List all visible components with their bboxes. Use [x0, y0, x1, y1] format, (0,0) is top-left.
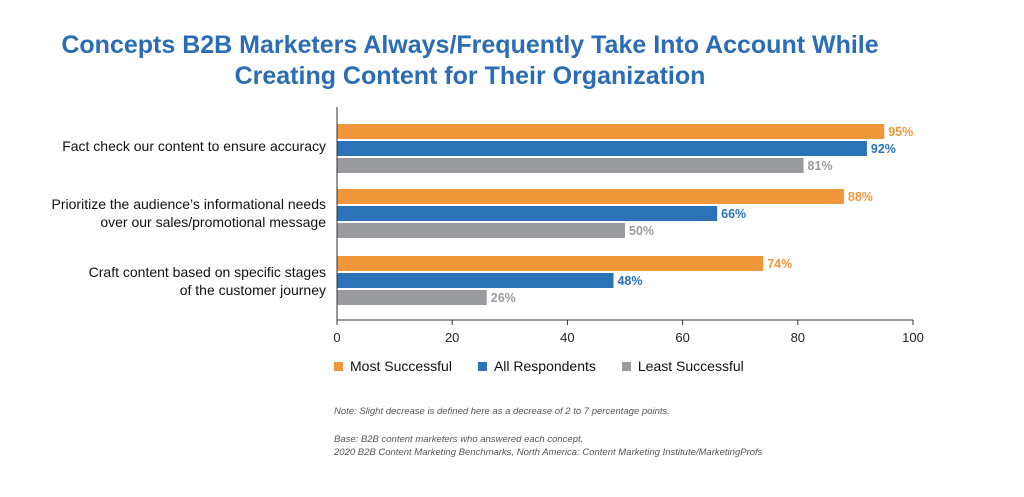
legend-swatch-all-respondents [477, 361, 487, 371]
bar-most-successful-2 [337, 189, 844, 204]
chart-title: Concepts B2B Marketers Always/Frequently… [0, 30, 940, 92]
bar-least-successful-3 [337, 290, 487, 305]
x-tick-label-20: 20 [445, 330, 459, 345]
legend-swatch-most-successful [334, 361, 343, 371]
data-label-least-successful-2: 50% [629, 224, 654, 238]
chart-title-line-2: Creating Content for Their Organization [234, 62, 706, 90]
footnote-source: 2020 B2B Content Marketing Benchmarks, N… [334, 447, 763, 458]
legend-item-all-respondents: All Respondents [477, 358, 596, 374]
bar-most-successful-1 [337, 124, 885, 139]
data-label-all-respondents-1: 92% [871, 142, 896, 156]
legend-item-most-successful: Most Successful [334, 358, 452, 374]
chart-title-line-1: Concepts B2B Marketers Always/Frequently… [61, 31, 879, 59]
bar-all-respondents-1 [337, 141, 867, 156]
legend-swatch-least-successful [621, 361, 631, 371]
data-label-most-successful-2: 88% [848, 190, 873, 204]
x-tick-label-100: 100 [902, 330, 924, 345]
bar-all-respondents-3 [337, 273, 614, 288]
category-label-3-line-2: of the customer journey [179, 282, 326, 298]
bar-least-successful-1 [337, 158, 804, 173]
data-label-all-respondents-2: 66% [721, 207, 746, 221]
data-label-most-successful-3: 74% [767, 257, 792, 271]
data-label-least-successful-3: 26% [491, 291, 516, 305]
data-label-most-successful-1: 95% [888, 125, 913, 139]
category-label-2-line-2: over our sales/promotional message [100, 214, 326, 230]
x-tick-label-60: 60 [675, 330, 689, 345]
footnote-note: Note: Slight decrease is defined here as… [334, 406, 670, 417]
legend-label-least-successful: Least Successful [637, 358, 744, 374]
bar-least-successful-2 [337, 223, 625, 238]
legend-label-all-respondents: All Respondents [493, 358, 596, 374]
category-label-1: Fact check our content to ensure accurac… [62, 137, 326, 155]
category-label-2-line-1: Prioritize the audience’s informational … [51, 196, 326, 212]
legend-item-least-successful: Least Successful [621, 358, 744, 374]
legend: Most Successful All Respondents Least Su… [334, 358, 744, 374]
bar-all-respondents-2 [337, 206, 718, 221]
legend-label-most-successful: Most Successful [350, 358, 452, 374]
footnote-base: Base: B2B content marketers who answered… [334, 434, 584, 445]
category-label-2: Prioritize the audience’s informational … [52, 195, 326, 231]
bar-most-successful-3 [337, 256, 764, 271]
x-tick-label-40: 40 [560, 330, 574, 345]
data-label-all-respondents-3: 48% [617, 274, 642, 288]
x-tick-label-0: 0 [333, 330, 340, 345]
category-label-3: Craft content based on specific stages o… [89, 263, 326, 299]
category-label-1-line-1: Fact check our content to ensure accurac… [62, 138, 326, 154]
x-tick-label-80: 80 [791, 330, 805, 345]
category-label-3-line-1: Craft content based on specific stages [88, 264, 326, 280]
data-label-least-successful-1: 81% [808, 159, 833, 173]
